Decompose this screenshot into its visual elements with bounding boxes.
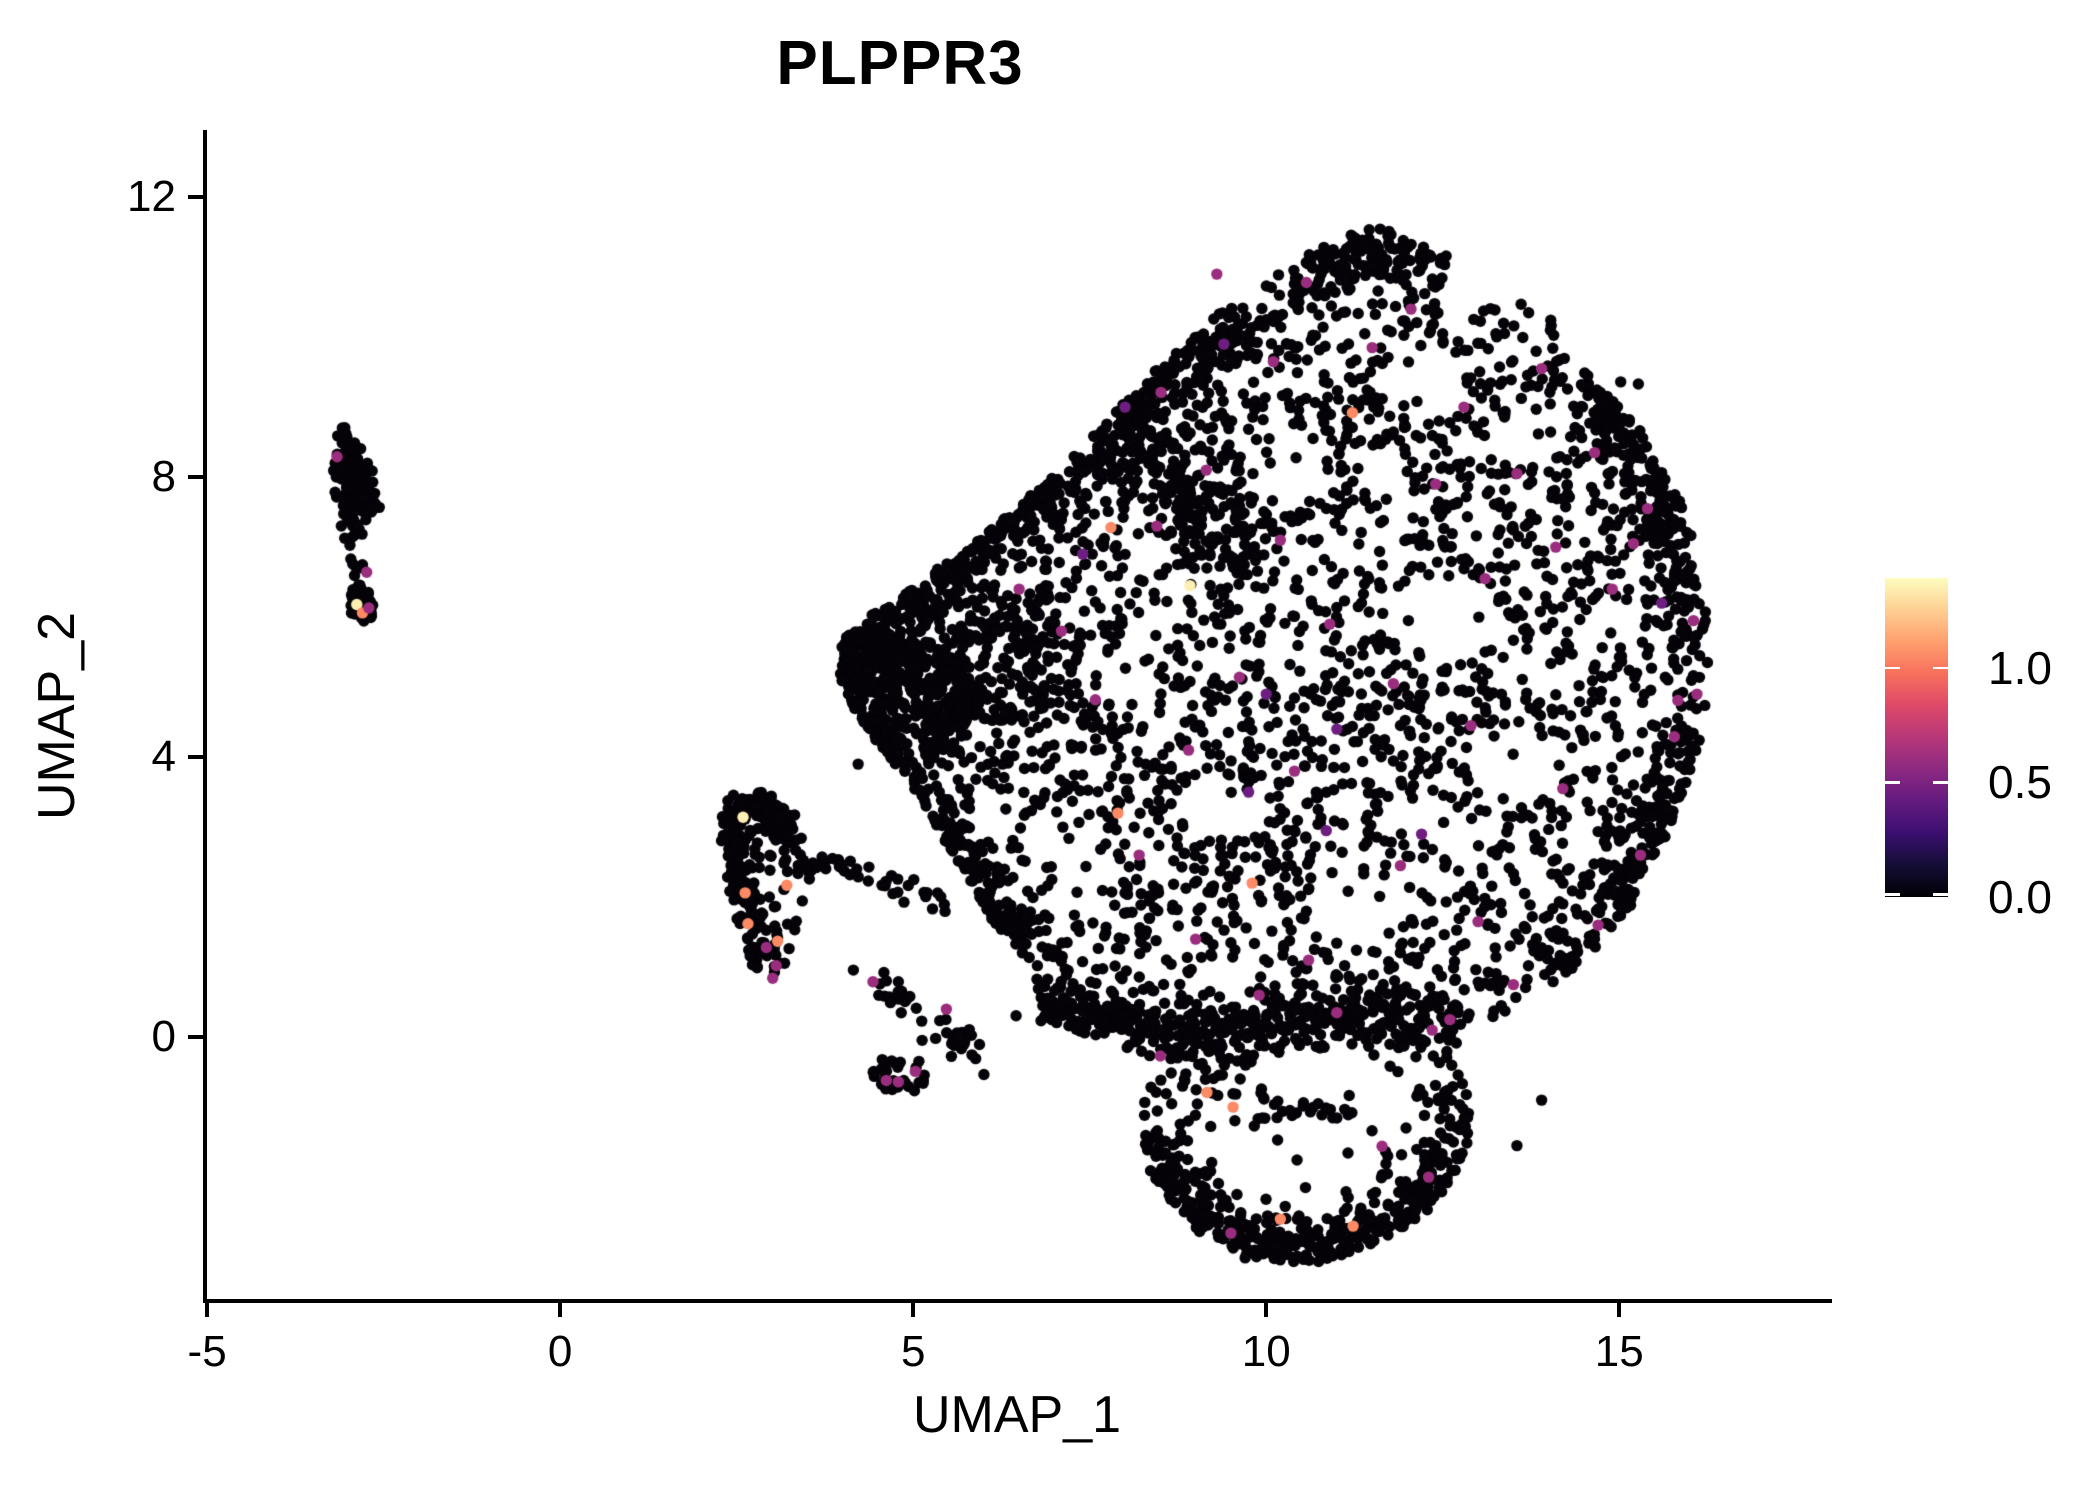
x-tick-label: 5	[900, 1327, 926, 1376]
x-tick-label: 10	[1241, 1327, 1291, 1376]
expression-colorbar	[1885, 578, 1948, 897]
y-tick-mark	[188, 475, 204, 480]
colorbar-tick-mark	[1933, 781, 1948, 784]
y-axis-line	[203, 130, 207, 1303]
plot-title: PLPPR3	[776, 29, 1024, 98]
colorbar-label: 0.5	[1988, 756, 2052, 809]
y-tick-label: 4	[151, 732, 176, 782]
x-tick-mark	[1264, 1301, 1269, 1317]
colorbar-tick-mark	[1933, 666, 1948, 669]
y-tick-label: 12	[127, 172, 176, 222]
x-tick-label: -5	[187, 1327, 227, 1376]
x-axis-title: UMAP_1	[912, 1386, 1122, 1444]
x-axis-line	[203, 1299, 1832, 1303]
x-tick-mark	[205, 1301, 210, 1317]
colorbar-tick-mark	[1885, 781, 1900, 784]
colorbar-tick-mark	[1885, 893, 1900, 896]
y-tick-label: 8	[151, 452, 176, 502]
x-tick-mark	[558, 1301, 563, 1317]
y-tick-label: 0	[151, 1012, 176, 1062]
y-tick-mark	[188, 1035, 204, 1040]
x-tick-label: 0	[547, 1327, 573, 1376]
colorbar-tick-mark	[1885, 666, 1900, 669]
y-axis-title: UMAP_2	[28, 611, 86, 821]
colorbar-label: 1.0	[1988, 641, 2052, 694]
x-tick-label: 15	[1594, 1327, 1644, 1376]
x-tick-mark	[911, 1301, 916, 1317]
y-tick-mark	[188, 755, 204, 760]
x-tick-mark	[1617, 1301, 1622, 1317]
y-tick-mark	[188, 195, 204, 200]
colorbar-label: 0.0	[1988, 871, 2052, 923]
colorbar-tick-mark	[1933, 893, 1948, 896]
